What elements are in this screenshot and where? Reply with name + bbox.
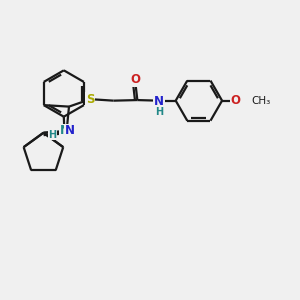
Text: N: N (154, 95, 164, 108)
Text: S: S (86, 93, 94, 106)
Text: H: H (155, 107, 163, 117)
Text: N: N (65, 124, 75, 137)
Text: H: H (48, 130, 57, 140)
Text: O: O (230, 94, 240, 107)
Text: CH₃: CH₃ (251, 96, 270, 106)
Text: N: N (59, 124, 69, 137)
Text: O: O (130, 73, 140, 86)
